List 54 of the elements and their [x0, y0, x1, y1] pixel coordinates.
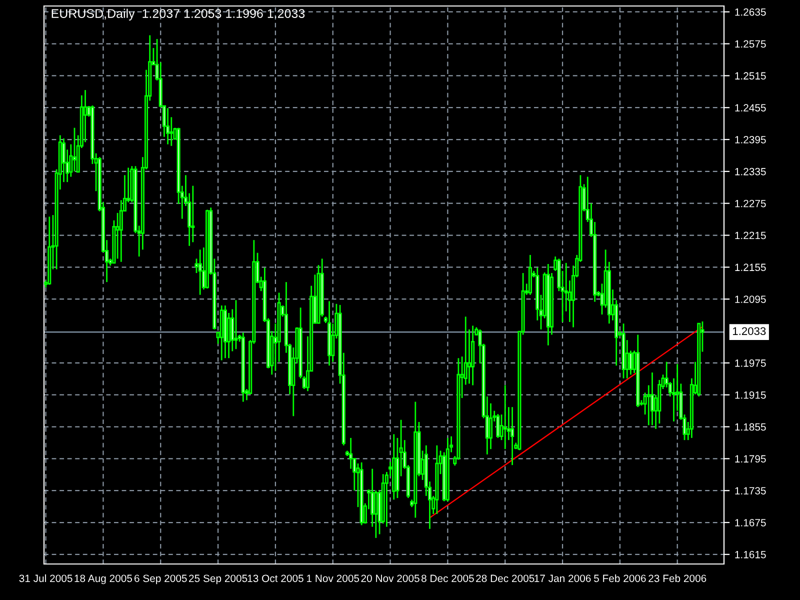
x-tick-label: 28 Dec 2005 [476, 574, 534, 582]
x-tick-label: 13 Oct 2005 [248, 574, 304, 582]
candlestick [488, 402, 493, 450]
y-tick-label: 1.1855 [735, 423, 766, 431]
y-tick-label: 1.2335 [735, 168, 766, 176]
candlestick [496, 413, 500, 439]
x-tick-label: 25 Sep 2005 [189, 574, 248, 584]
x-tick-label: 1 Nov 2005 [307, 574, 360, 582]
y-tick-label: 1.1975 [735, 359, 766, 367]
x-tick-label: 5 Feb 2006 [594, 574, 646, 582]
candlestick [467, 328, 471, 384]
candlestick [234, 299, 238, 350]
candlestick [227, 312, 231, 359]
y-tick-label: 1.2635 [735, 8, 766, 16]
candlestick [198, 248, 202, 296]
x-tick-label: 17 Jan 2006 [534, 574, 591, 582]
candlestick [116, 212, 120, 260]
y-tick-label: 1.2275 [735, 200, 766, 208]
candlestick [170, 116, 174, 147]
y-tick-label: 1.1735 [735, 487, 766, 494]
x-tick-label: 6 Sep 2005 [134, 574, 187, 584]
y-tick-label: 1.2095 [735, 296, 766, 303]
candlestick [646, 384, 650, 426]
x-tick-label: 8 Dec 2005 [422, 574, 474, 582]
candlestick [191, 185, 195, 243]
candlestick [166, 107, 170, 145]
candlestick [349, 437, 353, 470]
candlestick [650, 372, 654, 426]
candlestick [628, 350, 632, 376]
candlestick [194, 258, 198, 274]
candlestick [510, 406, 514, 466]
x-tick-label: 23 Feb 2006 [648, 574, 706, 582]
y-tick-label: 1.2575 [735, 40, 766, 48]
candlestick [374, 490, 378, 539]
y-tick-label: 1.1915 [735, 391, 766, 399]
y-tick-label: 1.1795 [735, 455, 766, 463]
y-tick-label: 1.2395 [735, 136, 766, 144]
candlestick [503, 384, 507, 450]
candlestick [83, 89, 88, 143]
y-tick-label: 1.1675 [735, 519, 766, 526]
x-tick-label: 31 Jul 2005 [19, 574, 72, 582]
y-tick-label: 1.2515 [735, 72, 766, 80]
y-tick-label: 1.1615 [735, 550, 766, 558]
x-tick-label: 20 Nov 2005 [361, 574, 420, 582]
y-tick-label: 1.2215 [735, 232, 766, 240]
x-tick-label: 18 Aug 2005 [74, 574, 132, 584]
candlestick [370, 468, 374, 528]
chart-title: EURUSD,Daily 1.2037 1.2053 1.1996 1.2033 [52, 8, 305, 20]
candlestick [62, 138, 66, 183]
y-tick-label: 1.2455 [735, 104, 766, 112]
ref-line-label: 1.2033 [733, 327, 766, 336]
candlestick [72, 127, 76, 172]
y-tick-label: 1.2155 [735, 264, 766, 272]
candlestick [119, 199, 123, 263]
